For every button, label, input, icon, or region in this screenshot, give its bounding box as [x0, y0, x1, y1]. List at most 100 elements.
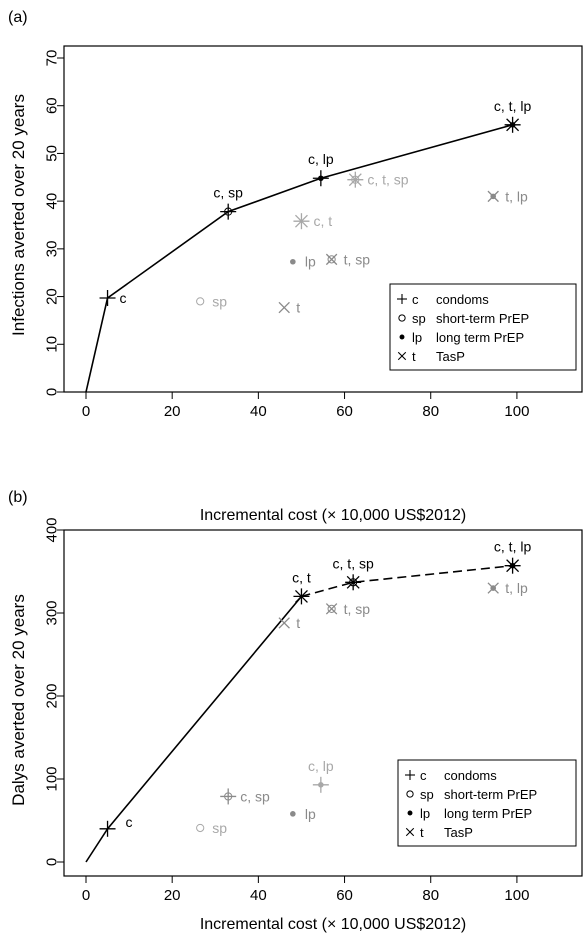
- marker-circle-ring: [196, 297, 205, 306]
- x-tick-label: 20: [164, 887, 181, 904]
- legend-label: long term PrEP: [436, 330, 524, 345]
- marker-dot-fill: [509, 562, 516, 569]
- marker-dot: [318, 782, 324, 788]
- marker-circle-ring: [224, 207, 233, 216]
- point-label: sp: [212, 293, 227, 309]
- y-tick-label: 60: [44, 97, 61, 114]
- legend-dot-icon: [399, 334, 405, 340]
- legend-dot-icon: [407, 810, 413, 816]
- marker-dot: [290, 811, 296, 817]
- y-tick-label: 10: [44, 336, 61, 353]
- point-label: c, t, sp: [333, 555, 374, 571]
- marker-cross: [325, 603, 338, 615]
- legend-label: TasP: [444, 825, 473, 840]
- x-tick-label: 60: [336, 403, 353, 420]
- marker-cross-d2: [278, 301, 290, 314]
- legend-label: short-term PrEP: [444, 787, 537, 802]
- marker-dot-fill: [509, 122, 516, 128]
- panel-b: (b) Incremental cost (× 10,000 US$2012) …: [8, 489, 583, 933]
- point-label: t, lp: [505, 188, 528, 204]
- y-tick-label: 200: [44, 683, 61, 708]
- panel-b-marks: 0 20 40 60 80 100 0 100 200 300 400 c c, t c, t, sp c,…: [44, 517, 532, 904]
- data-point: [220, 203, 237, 220]
- marker-dot-fill: [290, 811, 296, 817]
- data-point: [293, 588, 310, 605]
- marker-circle-ring: [224, 792, 233, 801]
- point-label: lp: [305, 254, 316, 270]
- marker-circle: [196, 823, 205, 833]
- point-label: c: [120, 290, 127, 306]
- marker-dot: [290, 258, 296, 265]
- panel-a-legend: c condoms sp short-term PrEP lp long term PrE…: [389, 283, 577, 371]
- y-tick-label: 50: [44, 145, 61, 162]
- marker-dot: [490, 585, 497, 591]
- panel-a-ylabel: Infections averted over 20 years: [9, 94, 28, 336]
- marker-cross: [325, 253, 338, 266]
- point-label: t: [296, 615, 300, 631]
- legend-label: long term PrEP: [444, 806, 532, 821]
- marker-star-d2: [348, 173, 362, 187]
- legend-label: condoms: [436, 292, 489, 307]
- legend-dot-icon-fill: [399, 334, 405, 340]
- marker-circle: [196, 297, 205, 306]
- y-tick-label: 70: [44, 50, 61, 67]
- x-tick-label: 20: [164, 403, 181, 420]
- data-point: [345, 574, 362, 591]
- legend-label: TasP: [436, 349, 465, 364]
- point-label: c, lp: [308, 758, 334, 774]
- legend-key: c: [420, 768, 427, 783]
- point-label: t, sp: [344, 601, 371, 617]
- legend-key: sp: [412, 311, 426, 326]
- y-tick-label: 20: [44, 288, 61, 305]
- marker-circle-ring: [327, 255, 336, 264]
- marker-cross: [278, 301, 290, 314]
- legend-dot-icon-fill: [407, 810, 413, 816]
- y-tick-label: 0: [44, 858, 61, 866]
- data-point: [325, 603, 338, 615]
- legend-circle-icon: [398, 314, 406, 322]
- data-point: [487, 190, 499, 203]
- marker-plus: [220, 203, 237, 220]
- panel-b-xlabel: Incremental cost (× 10,000 US$2012): [200, 916, 466, 933]
- x-tick-label: 60: [336, 887, 353, 904]
- panel-a-plot-frame: [63, 45, 583, 393]
- point-label: c, t: [292, 569, 311, 585]
- marker-circle: [351, 175, 360, 184]
- panel-a-label: (a): [8, 9, 28, 26]
- legend-key: t: [420, 825, 424, 840]
- x-tick-label: 40: [250, 403, 267, 420]
- data-point: [278, 301, 290, 314]
- marker-cross-d2: [325, 253, 338, 266]
- data-point: [290, 811, 296, 817]
- data-point: [504, 116, 521, 133]
- x-tick-label: 40: [250, 887, 267, 904]
- marker-circle-ring: [349, 578, 358, 587]
- data-point: [312, 776, 329, 793]
- point-label: t, sp: [344, 251, 371, 267]
- y-tick-label: 300: [44, 600, 61, 625]
- y-tick-label: 100: [44, 766, 61, 791]
- marker-star: [293, 588, 310, 605]
- legend-key: lp: [420, 806, 430, 821]
- marker-cross-d2: [325, 603, 338, 615]
- marker-star: [293, 213, 310, 230]
- marker-cross: [278, 617, 290, 629]
- marker-dot-fill: [490, 193, 497, 200]
- x-tick-label: 80: [422, 887, 439, 904]
- y-tick-label: 400: [44, 517, 61, 542]
- marker-dot-fill: [490, 585, 497, 591]
- panel-a: (a) Infections averted over 20 years 0 20…: [8, 9, 583, 420]
- data-point: [220, 788, 237, 805]
- y-tick-label: 0: [44, 388, 61, 396]
- point-label: t, lp: [505, 580, 528, 596]
- data-point: [293, 213, 310, 230]
- point-label: sp: [212, 820, 227, 836]
- marker-circle: [224, 207, 233, 216]
- marker-circle-ring: [351, 175, 360, 184]
- legend-cross-icon: [397, 351, 407, 361]
- x-tick-label: 100: [504, 403, 529, 420]
- x-tick-label: 0: [82, 887, 90, 904]
- marker-cross-d2: [278, 617, 290, 629]
- marker-circle: [327, 255, 336, 264]
- legend-cross-icon: [405, 827, 415, 837]
